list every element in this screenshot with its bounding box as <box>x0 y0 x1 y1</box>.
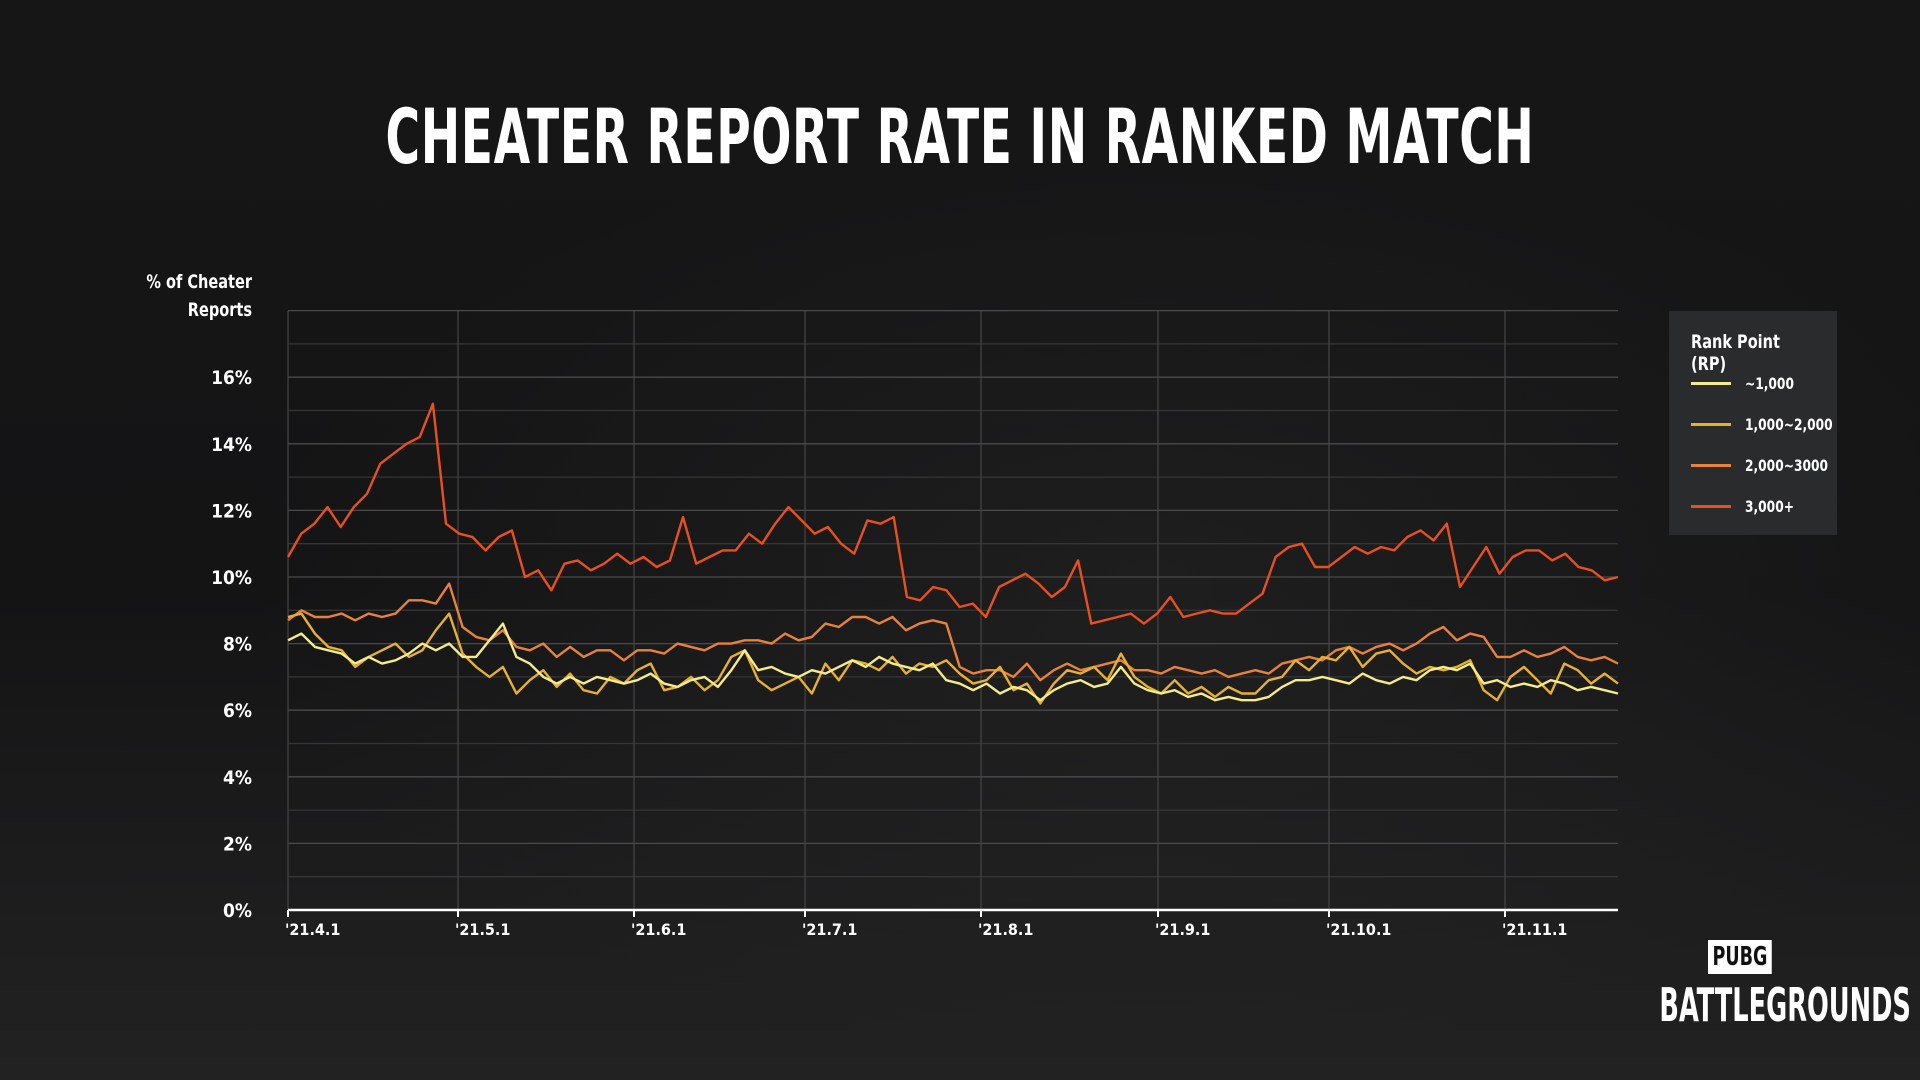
x-tick-label: '21.10.1 <box>1326 920 1391 939</box>
y-tick-label: 16% <box>211 367 252 389</box>
x-tick-label: '21.7.1 <box>802 920 857 939</box>
y-axis-ticks: 0% 2% 4% 6% 8% 10% 12% 14% 16% <box>211 367 252 922</box>
logo-battlegrounds: BATTLEGROUNDS <box>1659 978 1911 1032</box>
legend-item-3000-plus: 3,000+ <box>1691 494 1803 518</box>
y-tick-label: 2% <box>223 833 252 855</box>
legend-swatch <box>1691 422 1731 426</box>
y-tick-label: 8% <box>223 634 252 656</box>
x-tick-label: '21.6.1 <box>631 920 686 939</box>
series-line-0 <box>287 622 1619 702</box>
series-lines <box>286 402 1619 705</box>
legend-title: Rank Point (RP) <box>1691 331 1780 375</box>
legend-swatch <box>1691 463 1731 467</box>
legend-swatch <box>1691 381 1731 385</box>
legend: Rank Point (RP) ~1,000 1,000~2,000 2,000… <box>1669 311 1837 535</box>
y-tick-label: 10% <box>211 567 252 589</box>
x-tick-label: '21.11.1 <box>1502 920 1567 939</box>
pubg-battlegrounds-logo: PUBG BATTLEGROUNDS <box>1610 940 1911 1032</box>
legend-swatch <box>1691 504 1731 508</box>
x-axis-ticks: '21.4.1 '21.5.1 '21.6.1 '21.7.1 '21.8.1 '21.9… <box>285 311 1567 939</box>
series-line-3 <box>286 402 1619 625</box>
x-tick-label: '21.9.1 <box>1155 920 1210 939</box>
y-axis-label-line1: % of Cheater <box>146 271 252 293</box>
series-line-1 <box>287 612 1619 705</box>
x-tick-label: '21.8.1 <box>978 920 1033 939</box>
y-tick-label: 4% <box>223 767 252 789</box>
legend-label: 2,000~3000 <box>1745 455 1829 475</box>
y-axis-label-line2: Reports <box>187 299 252 321</box>
y-tick-label: 14% <box>211 434 252 456</box>
logo-pubg: PUBG <box>1708 940 1772 974</box>
legend-item-1000-2000: 1,000~2,000 <box>1691 412 1848 436</box>
x-tick-label: '21.5.1 <box>455 920 510 939</box>
y-tick-label: 0% <box>223 900 252 922</box>
legend-label: ~1,000 <box>1745 373 1794 393</box>
legend-item-2000-3000: 2,000~3000 <box>1691 453 1843 477</box>
chart-title: CHEATER REPORT RATE IN RANKED MATCH <box>385 92 1535 181</box>
legend-label: 3,000+ <box>1745 496 1794 516</box>
legend-label: 1,000~2,000 <box>1745 414 1833 434</box>
y-axis-label: % of Cheater Reports <box>123 268 252 324</box>
y-tick-label: 6% <box>223 700 252 722</box>
gridlines <box>288 309 1618 878</box>
y-tick-label: 12% <box>211 500 252 522</box>
legend-item-under-1000: ~1,000 <box>1691 371 1803 395</box>
x-tick-label: '21.4.1 <box>285 920 340 939</box>
